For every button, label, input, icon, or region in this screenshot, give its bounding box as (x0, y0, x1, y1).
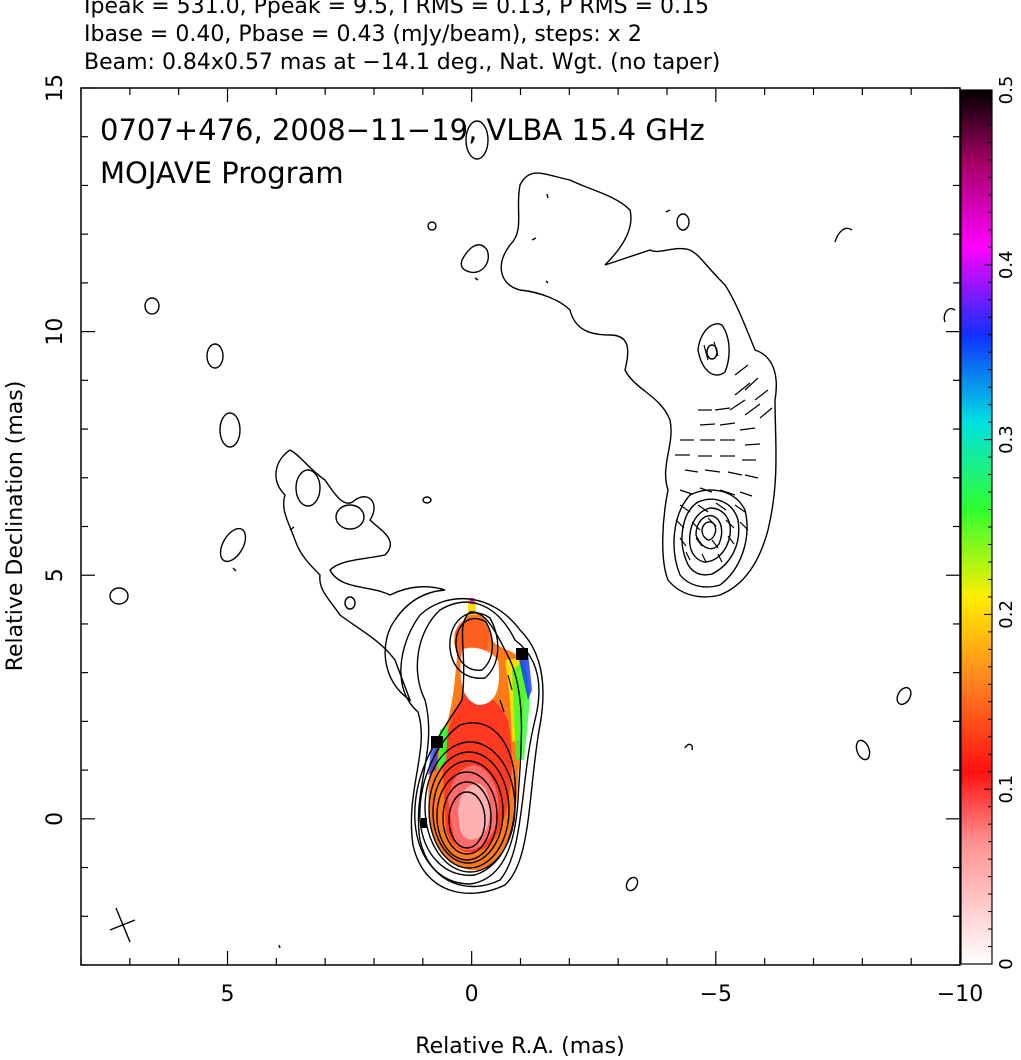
colorbar-tick-label: 0.2 (996, 600, 1017, 629)
plot-frame (80, 87, 961, 966)
colorbar-tick-label: 0.3 (996, 425, 1017, 454)
header-line-1: Ipeak = 531.0, Ppeak = 9.5, I RMS = 0.13… (84, 0, 709, 19)
colorbar-tick-label: 0.5 (996, 76, 1017, 105)
colorbar-tick-label: 0.4 (996, 250, 1017, 279)
colorbar (961, 90, 992, 964)
x-axis-label: Relative R.A. (mas) (415, 1034, 624, 1059)
colorbar-tick-label: 0 (996, 958, 1017, 969)
x-tick-label: 0 (465, 982, 479, 1007)
plot-subtitle: MOJAVE Program (100, 156, 344, 190)
axis-tick-labels: 5 0 −5 −10 0 5 10 15 (43, 74, 983, 1007)
header-line-2: Ibase = 0.40, Pbase = 0.43 (mJy/beam), s… (84, 22, 642, 47)
x-tick-label: −10 (937, 982, 983, 1007)
y-axis-label: Relative Declination (mas) (3, 381, 28, 672)
axis-ticks (80, 87, 961, 966)
y-tick-label: 0 (43, 812, 68, 826)
x-tick-label: 5 (221, 982, 235, 1007)
y-tick-label: 15 (43, 74, 68, 102)
y-tick-label: 10 (43, 318, 68, 346)
plot-title: 0707+476, 2008−11−19, VLBA 15.4 GHz (100, 113, 705, 147)
colorbar-ticks: 0 0.1 0.2 0.3 0.4 0.5 (984, 76, 1017, 970)
colorbar-tick-label: 0.1 (996, 775, 1017, 804)
intensity-contours (109, 120, 956, 949)
header-line-3: Beam: 0.84x0.57 mas at −14.1 deg., Nat. … (84, 50, 721, 75)
polarization-map (421, 598, 532, 871)
y-tick-label: 5 (43, 568, 68, 582)
polarization-vectors (499, 341, 773, 713)
beam-symbol (109, 907, 136, 943)
x-tick-label: −5 (700, 982, 732, 1007)
